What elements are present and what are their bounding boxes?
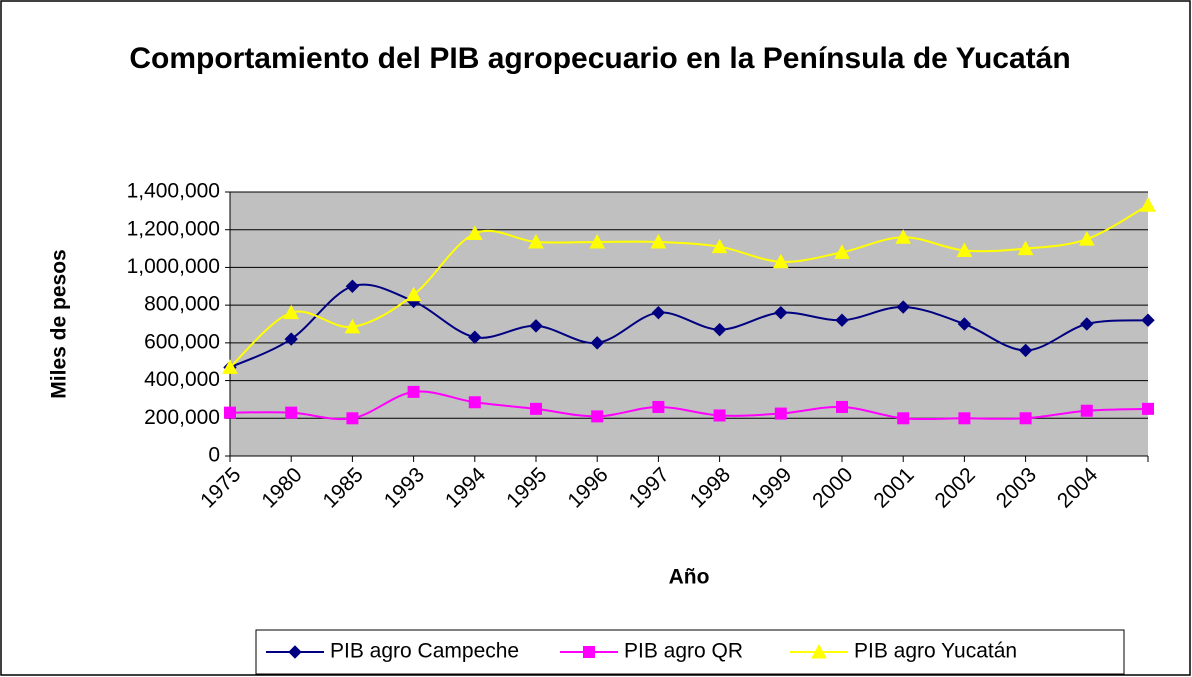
data-point (774, 305, 788, 320)
data-point (897, 412, 910, 425)
data-point (895, 229, 912, 244)
data-point (956, 242, 973, 257)
data-point (1141, 313, 1155, 327)
data-point (835, 313, 849, 327)
data-point (407, 385, 420, 398)
y-axis-label: Miles de pesos (48, 249, 71, 398)
data-point (528, 233, 544, 249)
legend-label: PIB agro Yucatán (854, 640, 1017, 663)
data-point (1017, 240, 1034, 256)
data-point (1019, 412, 1032, 425)
data-point (1080, 317, 1094, 331)
data-point (651, 305, 666, 320)
data-point (222, 359, 238, 374)
data-point (224, 406, 236, 419)
data-point (285, 406, 298, 419)
y-tick-label: 600,000 (144, 330, 220, 353)
data-point (346, 412, 359, 425)
data-point (712, 322, 727, 337)
data-point (713, 409, 726, 422)
data-point (1018, 343, 1033, 358)
y-tick-label: 800,000 (144, 293, 220, 316)
data-point (530, 402, 542, 415)
data-point (468, 396, 481, 409)
y-tick-label: 1,000,000 (127, 255, 220, 278)
data-point (896, 300, 910, 314)
data-point (589, 233, 606, 249)
data-point (957, 317, 972, 331)
data-point (591, 410, 604, 423)
data-point (344, 318, 361, 334)
y-tick-label: 1,400,000 (127, 180, 220, 203)
data-point (283, 304, 300, 320)
data-point (345, 279, 360, 293)
data-point (405, 286, 422, 302)
data-point (529, 319, 543, 333)
data-point (774, 407, 787, 420)
legend-marker (583, 646, 595, 658)
legend-marker (811, 643, 827, 659)
y-tick-label: 400,000 (144, 368, 220, 391)
legend (255, 629, 1125, 675)
legend-label: PIB agro Campeche (330, 640, 519, 663)
data-point (1080, 404, 1093, 417)
data-point (834, 244, 850, 259)
data-point (650, 233, 667, 249)
data-point (284, 332, 298, 346)
data-point (652, 400, 665, 413)
data-point (466, 225, 483, 240)
y-tick-label: 1,200,000 (127, 217, 220, 240)
y-tick-label: 200,000 (144, 406, 220, 429)
data-point (1140, 197, 1156, 212)
legend-label: PIB agro QR (624, 640, 743, 663)
data-point (1078, 231, 1095, 246)
series-line (229, 390, 1149, 421)
plot-area (230, 192, 1148, 456)
x-axis-label: Año (669, 566, 710, 589)
data-point (836, 400, 848, 413)
series-line (229, 204, 1149, 369)
data-point (1142, 402, 1154, 415)
series-line (229, 283, 1149, 369)
chart-title: Comportamiento del PIB agropecuario en l… (129, 42, 1071, 75)
y-tick-label: 0 (208, 444, 220, 467)
legend-marker (288, 645, 302, 659)
data-point (711, 238, 728, 254)
data-point (590, 336, 604, 350)
data-point (772, 253, 789, 269)
data-point (958, 412, 971, 425)
data-point (468, 330, 482, 344)
